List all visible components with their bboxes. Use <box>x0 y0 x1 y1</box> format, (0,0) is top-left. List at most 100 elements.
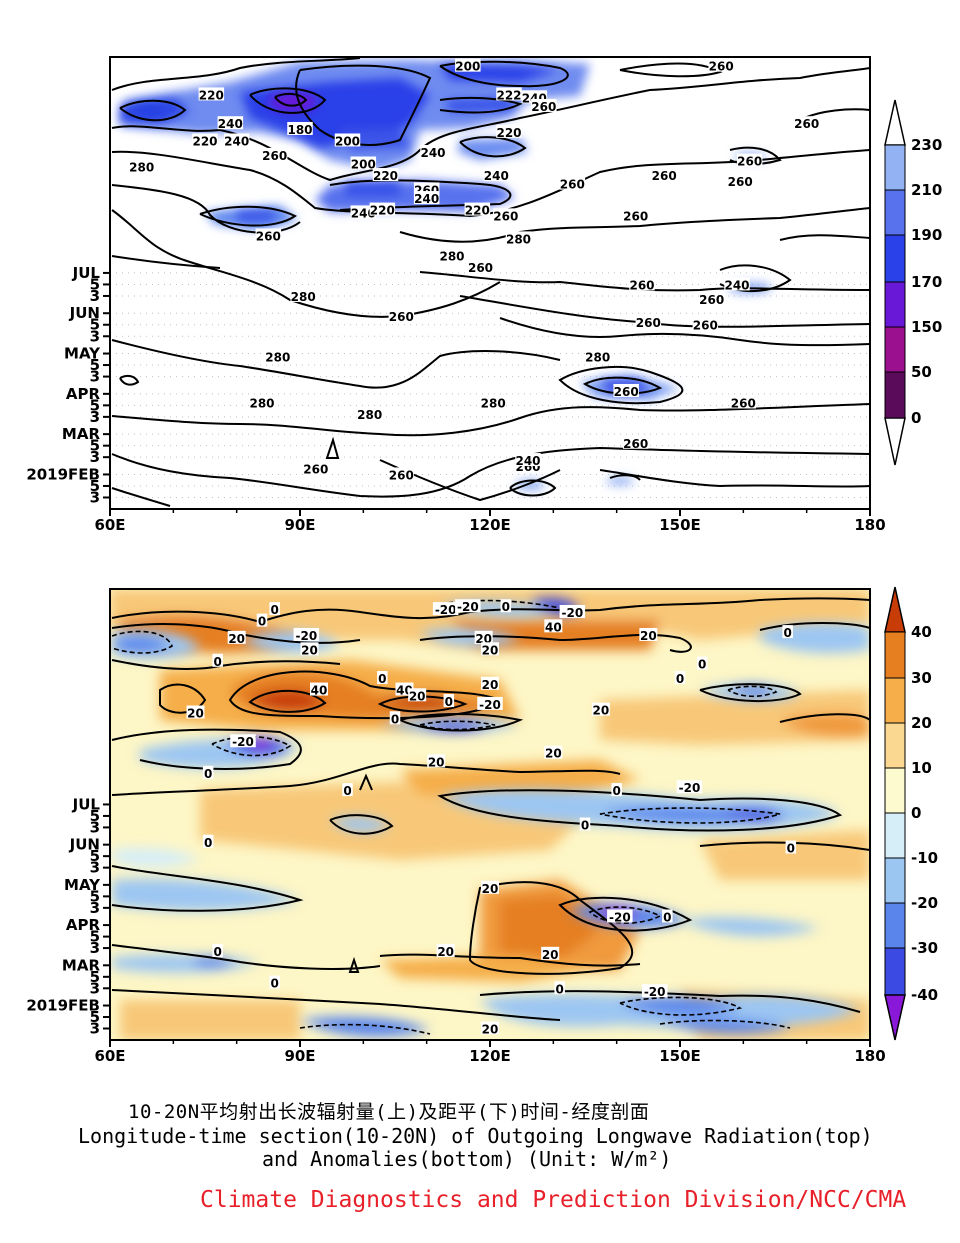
olr-contour-label: 200 <box>455 60 480 74</box>
olr-contour-label: 180 <box>287 123 312 137</box>
anomaly-y-tick-label: 3 <box>90 899 100 917</box>
anomaly-colorbar-triangle-top <box>884 586 906 633</box>
olr-colorbar-tick: 150 <box>911 318 942 336</box>
olr-contour-label-bg <box>559 176 586 190</box>
anomaly-contour-label-bg <box>186 705 205 719</box>
olr-contour-label: 260 <box>623 437 648 451</box>
anomaly-field-blue <box>620 996 740 1015</box>
olr-contour-label: 220 <box>465 204 490 218</box>
anomaly-contour-label-bg <box>541 946 560 960</box>
anomaly-contour-label-bg <box>300 642 319 656</box>
anomaly-colorbar-swatch <box>884 677 906 724</box>
olr-contour-label-bg <box>698 291 725 305</box>
olr-contour-label: 260 <box>303 463 328 477</box>
anomaly-contour-label: 20 <box>640 629 657 643</box>
anomaly-field-orange <box>120 1000 300 1040</box>
anomaly-contour-label: 0 <box>581 819 589 833</box>
olr-y-tick-label: 5 <box>90 356 100 374</box>
anomaly-field-blue <box>300 1016 430 1037</box>
olr-contour-label-bg <box>467 260 494 274</box>
anomaly-y-tick-label: 5 <box>90 847 100 865</box>
olr-x-tick-label: 120E <box>469 516 511 534</box>
olr-contour-label: 260 <box>468 261 493 275</box>
anomaly-contour-label-bg <box>227 630 246 644</box>
anomaly-contour-label-bg <box>436 943 455 957</box>
olr-contour-label-bg <box>439 248 465 262</box>
anomaly-contour-label: 20 <box>545 747 562 761</box>
olr-colorbar-tick: 230 <box>911 136 942 154</box>
anomaly-colorbar-tick: -20 <box>911 894 938 912</box>
olr-y-tick-label: 3 <box>90 408 100 426</box>
olr-colorbar: 0 50 150 170 190 210 230 <box>884 99 942 466</box>
olr-contour-label: 240 <box>420 146 445 160</box>
anomaly-contour-label-bg <box>481 1021 499 1035</box>
olr-contour-label-bg <box>464 202 491 216</box>
anomaly-colorbar-swatch <box>884 631 906 679</box>
olr-y-tick-label: 3 <box>90 368 100 386</box>
olr-contour-label-bg <box>480 395 506 409</box>
olr-contour-label: 220 <box>370 204 395 218</box>
olr-colorbar-swatch <box>884 281 906 328</box>
olr-contour-label: 220 <box>192 134 217 148</box>
olr-contour-label: 280 <box>291 290 316 304</box>
olr-contour-label: 222 <box>496 88 521 102</box>
olr-contour-label-bg <box>128 159 155 173</box>
anomaly-contour-label-bg <box>607 909 633 923</box>
anomaly-field-orange <box>780 713 870 738</box>
olr-colorbar-triangle-bottom <box>884 417 906 466</box>
olr-field-deep <box>445 98 515 112</box>
anomaly-contour-label-bg <box>342 783 353 797</box>
anomaly-contour-label-bg <box>455 599 481 613</box>
olr-y-tick-label: 3 <box>90 448 100 466</box>
olr-colorbar-triangle-top <box>884 99 906 146</box>
anomaly-contour-label-bg <box>310 682 328 696</box>
olr-contour-label-bg <box>290 288 316 302</box>
anomaly-colorbar-swatch <box>884 812 906 859</box>
anomaly-contour-label: 0 <box>213 655 221 669</box>
anomaly-contour-label: 0 <box>698 658 706 672</box>
anomaly-contour-label: 0 <box>391 712 399 726</box>
olr-contour-label-bg <box>198 87 225 101</box>
olr-colorbar-tick: 0 <box>911 409 921 427</box>
olr-contour-label-bg <box>496 87 522 101</box>
anomaly-y-tick-label: 3 <box>90 939 100 957</box>
anomaly-contour-label-bg <box>662 909 673 923</box>
anomaly-contour-label-bg <box>481 676 499 690</box>
anomaly-field-blue <box>112 878 300 911</box>
anomaly-contour-label: 20 <box>482 643 499 657</box>
olr-contour-label: 240 <box>724 278 749 292</box>
anomaly-field-blue <box>420 628 520 647</box>
anomaly-x-tick-label: 90E <box>284 1047 315 1065</box>
anomaly-contour-label: 0 <box>213 945 221 959</box>
olr-contour-label: 260 <box>709 60 734 74</box>
olr-contour-label-bg <box>455 58 481 72</box>
olr-contour-label: 260 <box>728 175 753 189</box>
anomaly-y-tick-label: JUL <box>72 795 101 813</box>
olr-contour-label: 260 <box>652 169 677 183</box>
olr-field-deep <box>345 182 400 196</box>
olr-contour-label-bg <box>356 406 383 420</box>
anomaly-contour-label: 20 <box>428 755 445 769</box>
anomaly-contour-label-bg <box>443 694 455 708</box>
olr-y-tick-label: JUN <box>69 304 100 322</box>
olr-contour-label-bg <box>350 156 377 170</box>
olr-contour-label-bg <box>372 168 399 182</box>
olr-contour-label-bg <box>584 349 611 363</box>
olr-contour-label: 260 <box>699 293 724 307</box>
olr-contour-label-bg <box>730 395 757 409</box>
olr-contour-label: 260 <box>614 385 639 399</box>
olr-contour-label-bg <box>255 228 282 242</box>
anomaly-y-tick-label: 3 <box>90 818 100 836</box>
olr-contour-label-bg <box>727 173 753 187</box>
olr-contour-label-bg <box>287 121 313 135</box>
olr-contour-label: 220 <box>373 169 398 183</box>
olr-x-tick-label: 90E <box>284 516 315 534</box>
anomaly-contour-label-bg <box>611 783 622 797</box>
olr-contour-label-bg <box>613 383 639 397</box>
olr-y-tick-label: 5 <box>90 396 100 414</box>
olr-y-tick-label: 2019FEB <box>26 465 100 483</box>
olr-field-blue <box>606 477 634 485</box>
